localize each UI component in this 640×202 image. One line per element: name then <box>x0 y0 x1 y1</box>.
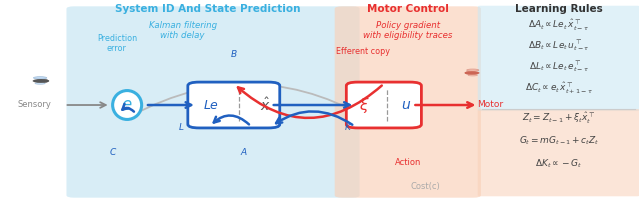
Text: $\Delta L_t \propto Le_t\,e_{t-\tau}^\top$: $\Delta L_t \propto Le_t\,e_{t-\tau}^\to… <box>529 59 589 74</box>
Ellipse shape <box>465 72 470 74</box>
Text: $\xi$: $\xi$ <box>360 96 370 115</box>
Ellipse shape <box>465 71 479 75</box>
FancyArrowPatch shape <box>276 111 353 125</box>
Ellipse shape <box>42 79 49 82</box>
Text: Policy gradient
with eligibility traces: Policy gradient with eligibility traces <box>364 21 453 40</box>
Ellipse shape <box>35 82 45 84</box>
FancyBboxPatch shape <box>346 82 421 128</box>
Text: $\hat{x}$: $\hat{x}$ <box>260 96 271 114</box>
FancyBboxPatch shape <box>335 6 481 198</box>
Text: $Le$: $Le$ <box>203 99 219 112</box>
Text: B: B <box>231 50 237 59</box>
Text: C: C <box>109 148 116 157</box>
Text: System ID And State Prediction: System ID And State Prediction <box>115 4 301 14</box>
Text: $Z_t = Z_{t-1} + \xi_t\hat{x}_t^\top$: $Z_t = Z_{t-1} + \xi_t\hat{x}_t^\top$ <box>522 110 595 126</box>
FancyBboxPatch shape <box>67 6 360 198</box>
Text: Prediction
error: Prediction error <box>97 34 137 53</box>
Text: Cost(c): Cost(c) <box>410 182 440 191</box>
Text: Sensory: Sensory <box>18 100 51 108</box>
Ellipse shape <box>468 74 477 76</box>
FancyArrowPatch shape <box>238 85 382 118</box>
Text: $\Delta B_t \propto Le_t\,u_{t-\tau}^\top$: $\Delta B_t \propto Le_t\,u_{t-\tau}^\to… <box>528 38 589 53</box>
Text: Learning Rules: Learning Rules <box>515 4 603 14</box>
FancyBboxPatch shape <box>477 109 640 196</box>
FancyArrowPatch shape <box>131 84 381 127</box>
Text: Efferent copy: Efferent copy <box>337 47 390 56</box>
Text: Motor: Motor <box>477 100 503 108</box>
FancyArrowPatch shape <box>122 104 134 112</box>
Text: K: K <box>344 123 350 132</box>
FancyArrowPatch shape <box>214 116 249 124</box>
Text: $u$: $u$ <box>401 98 412 112</box>
Text: Kalman filtering
with delay: Kalman filtering with delay <box>148 21 217 40</box>
Text: Action: Action <box>395 158 421 167</box>
Text: L: L <box>179 123 184 132</box>
Ellipse shape <box>467 69 479 71</box>
Text: $\Delta C_t \propto e_t\,\hat{x}_{t+1-\tau}^\top$: $\Delta C_t \propto e_t\,\hat{x}_{t+1-\t… <box>525 80 593 96</box>
FancyBboxPatch shape <box>477 6 640 111</box>
Text: $e$: $e$ <box>122 96 133 114</box>
Text: Motor Control: Motor Control <box>367 4 449 14</box>
Text: A: A <box>240 148 246 157</box>
Text: $\Delta A_t \propto Le_t\,\hat{x}_{t-\tau}^\top$: $\Delta A_t \propto Le_t\,\hat{x}_{t-\ta… <box>528 18 589 33</box>
Ellipse shape <box>33 77 47 79</box>
Ellipse shape <box>113 90 141 119</box>
FancyBboxPatch shape <box>188 82 280 128</box>
Ellipse shape <box>33 79 49 83</box>
Text: $\Delta K_t \propto -G_t$: $\Delta K_t \propto -G_t$ <box>535 158 582 170</box>
Text: $G_t = mG_{t-1} + c_t Z_t$: $G_t = mG_{t-1} + c_t Z_t$ <box>518 135 599 147</box>
